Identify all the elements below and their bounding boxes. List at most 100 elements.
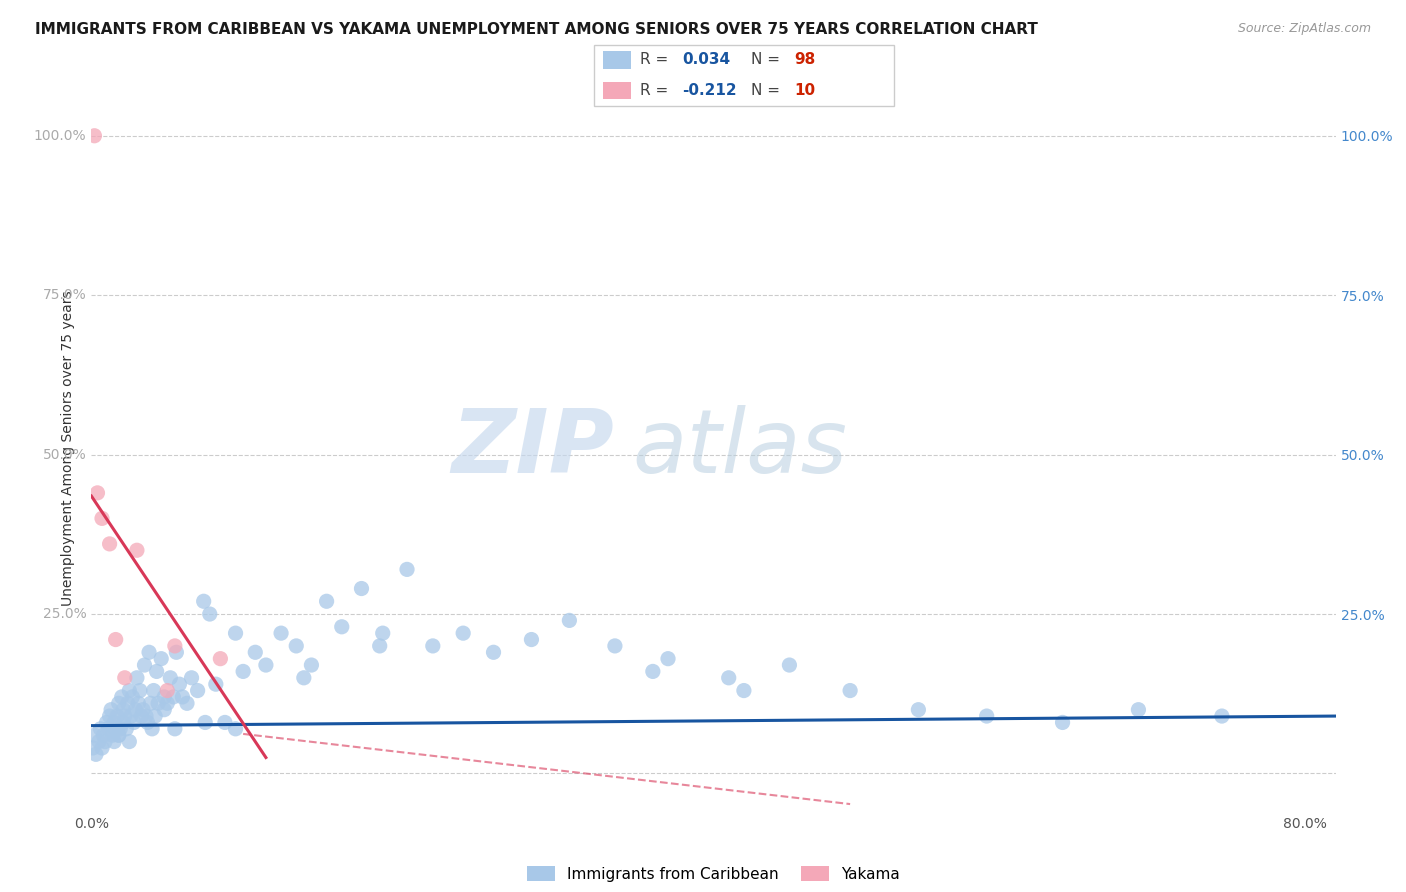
- Point: [153, 690, 176, 704]
- Point: [132, 703, 155, 717]
- Point: [172, 690, 194, 704]
- Point: [299, 658, 322, 673]
- Point: [111, 690, 134, 704]
- Point: [163, 639, 186, 653]
- Legend: Immigrants from Caribbean, Yakama: Immigrants from Caribbean, Yakama: [522, 860, 905, 888]
- Text: -0.212: -0.212: [682, 83, 737, 98]
- Point: [83, 728, 105, 742]
- Point: [135, 709, 157, 723]
- Point: [122, 715, 145, 730]
- Point: [657, 651, 679, 665]
- Text: 25.0%: 25.0%: [42, 607, 86, 621]
- Point: [451, 626, 474, 640]
- Point: [83, 128, 105, 143]
- Point: [124, 703, 146, 717]
- Point: [395, 562, 418, 576]
- Point: [96, 715, 118, 730]
- Point: [153, 703, 176, 717]
- Point: [103, 734, 125, 748]
- Point: [91, 741, 114, 756]
- Point: [169, 677, 191, 691]
- Point: [187, 683, 209, 698]
- Point: [270, 626, 292, 640]
- Point: [114, 671, 136, 685]
- Point: [717, 671, 740, 685]
- Bar: [603, 52, 631, 69]
- Point: [91, 511, 114, 525]
- Point: [225, 626, 247, 640]
- Point: [285, 639, 308, 653]
- Text: N =: N =: [751, 53, 785, 68]
- FancyBboxPatch shape: [593, 45, 894, 106]
- Point: [134, 658, 156, 673]
- Point: [110, 722, 132, 736]
- Text: 98: 98: [794, 53, 815, 68]
- Point: [145, 665, 167, 679]
- Point: [194, 715, 217, 730]
- Point: [118, 734, 141, 748]
- Point: [82, 741, 104, 756]
- Point: [254, 658, 277, 673]
- Text: 50.0%: 50.0%: [42, 448, 86, 461]
- Text: Source: ZipAtlas.com: Source: ZipAtlas.com: [1237, 22, 1371, 36]
- Point: [97, 722, 120, 736]
- Point: [150, 651, 173, 665]
- Point: [121, 690, 143, 704]
- Point: [162, 690, 184, 704]
- Text: N =: N =: [751, 83, 785, 98]
- Point: [129, 683, 152, 698]
- Point: [209, 651, 232, 665]
- Point: [143, 709, 166, 723]
- Point: [176, 696, 198, 710]
- Point: [107, 696, 129, 710]
- Point: [165, 645, 187, 659]
- Point: [422, 639, 444, 653]
- Point: [104, 722, 127, 736]
- Point: [214, 715, 236, 730]
- Point: [114, 709, 136, 723]
- Point: [159, 671, 181, 685]
- Point: [107, 728, 129, 742]
- Text: IMMIGRANTS FROM CARIBBEAN VS YAKAMA UNEMPLOYMENT AMONG SENIORS OVER 75 YEARS COR: IMMIGRANTS FROM CARIBBEAN VS YAKAMA UNEM…: [35, 22, 1038, 37]
- Point: [84, 747, 107, 762]
- Point: [330, 620, 353, 634]
- Point: [105, 709, 128, 723]
- Text: ZIP: ZIP: [451, 405, 614, 491]
- Point: [125, 543, 148, 558]
- Point: [225, 722, 247, 736]
- Point: [315, 594, 337, 608]
- Point: [976, 709, 998, 723]
- Bar: [603, 82, 631, 99]
- Point: [350, 582, 373, 596]
- Point: [118, 683, 141, 698]
- Point: [117, 696, 139, 710]
- Point: [107, 728, 129, 742]
- Text: 100.0%: 100.0%: [34, 128, 86, 143]
- Point: [907, 703, 929, 717]
- Point: [1128, 703, 1150, 717]
- Point: [163, 722, 186, 736]
- Point: [125, 671, 148, 685]
- Text: 75.0%: 75.0%: [42, 288, 86, 302]
- Point: [131, 709, 153, 723]
- Point: [89, 722, 111, 736]
- Point: [93, 728, 115, 742]
- Point: [112, 703, 135, 717]
- Point: [103, 715, 125, 730]
- Point: [778, 658, 800, 673]
- Point: [112, 715, 135, 730]
- Point: [193, 594, 215, 608]
- Text: R =: R =: [640, 53, 673, 68]
- Y-axis label: Unemployment Among Seniors over 75 years: Unemployment Among Seniors over 75 years: [62, 291, 76, 606]
- Point: [603, 639, 626, 653]
- Point: [86, 486, 108, 500]
- Point: [558, 614, 581, 628]
- Point: [141, 722, 163, 736]
- Text: 10: 10: [794, 83, 815, 98]
- Point: [1211, 709, 1233, 723]
- Text: R =: R =: [640, 83, 673, 98]
- Point: [139, 696, 162, 710]
- Point: [98, 709, 121, 723]
- Point: [100, 703, 122, 717]
- Point: [142, 683, 165, 698]
